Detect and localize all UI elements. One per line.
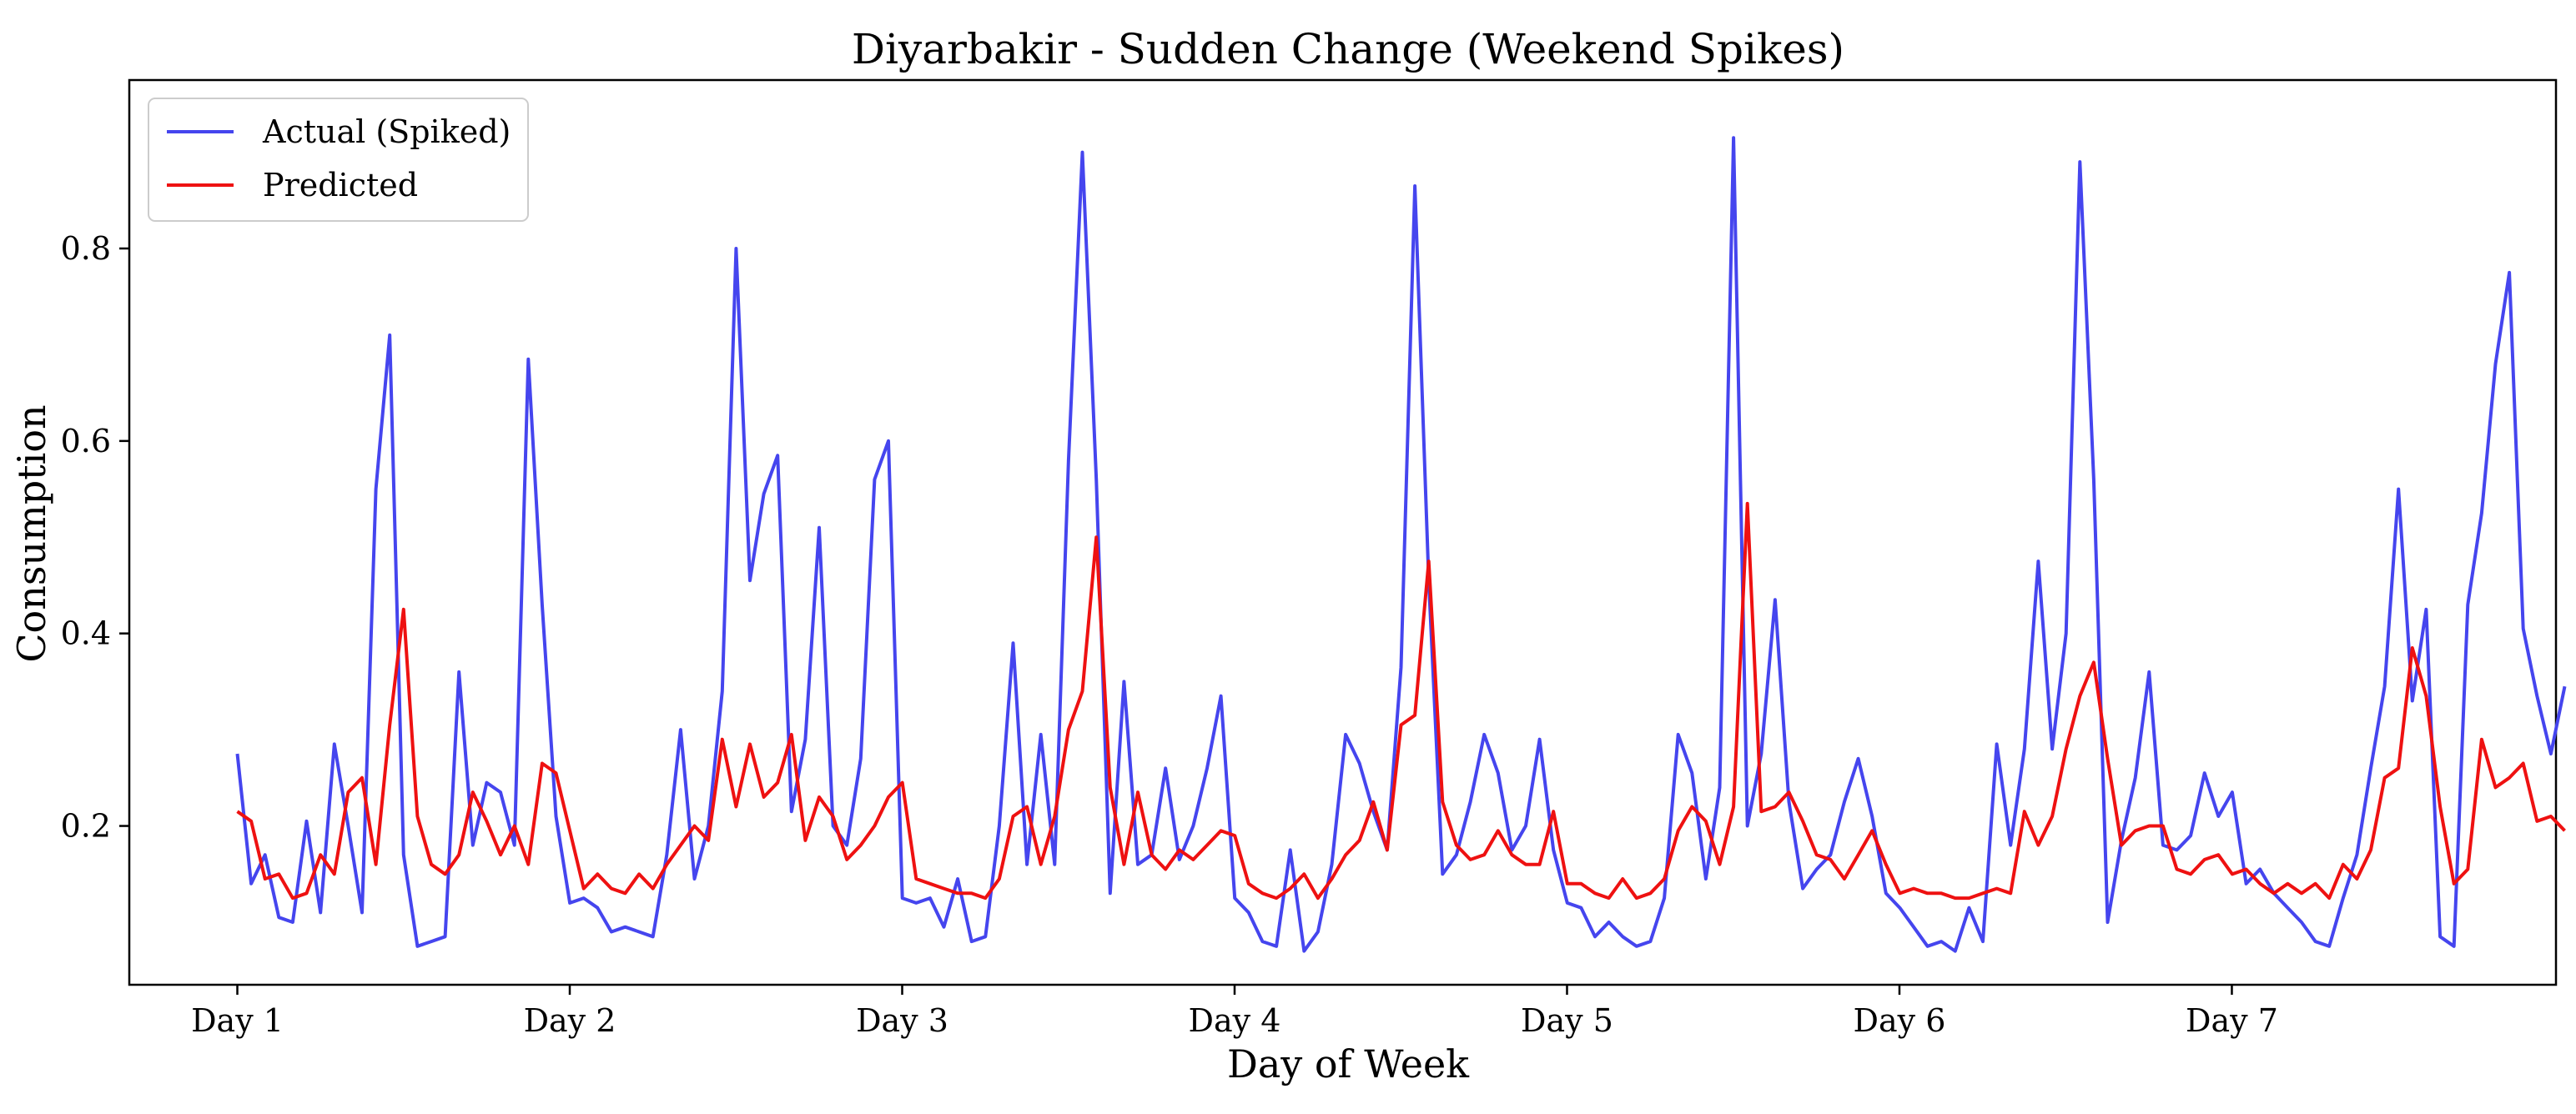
x-tick-label: Day 6 [1854,1002,1946,1039]
y-axis: 0.2 0.4 0.6 0.8 [61,230,129,845]
y-tick-label: 0.8 [61,230,111,267]
x-axis: Day 1 Day 2 Day 3 Day 4 Day 5 Day 6 Day 7 [191,985,2278,1039]
x-tick-label: Day 4 [1189,1002,1281,1039]
legend-label-actual: Actual (Spiked) [262,113,511,150]
legend-label-predicted: Predicted [263,167,418,203]
plot-area-frame [128,78,2558,986]
x-tick-label: Day 2 [524,1002,616,1039]
x-tick-label: Day 1 [191,1002,284,1039]
series-line-predicted [236,501,2566,901]
y-tick-label: 0.2 [61,808,111,845]
y-tick-label: 0.4 [61,615,111,652]
y-axis-label: Consumption [9,404,54,662]
series-line-actual [235,136,2567,953]
legend: Actual (Spiked) Predicted [148,98,529,222]
chart-title: Diyarbakir - Sudden Change (Weekend Spik… [852,25,1844,73]
x-tick-label: Day 5 [1521,1002,1613,1039]
x-axis-label: Day of Week [1227,1041,1470,1086]
x-tick-label: Day 7 [2186,1002,2278,1039]
series-layer [235,136,2567,953]
legend-box [148,98,529,222]
x-tick-label: Day 3 [856,1002,948,1039]
y-tick-label: 0.6 [61,423,111,459]
